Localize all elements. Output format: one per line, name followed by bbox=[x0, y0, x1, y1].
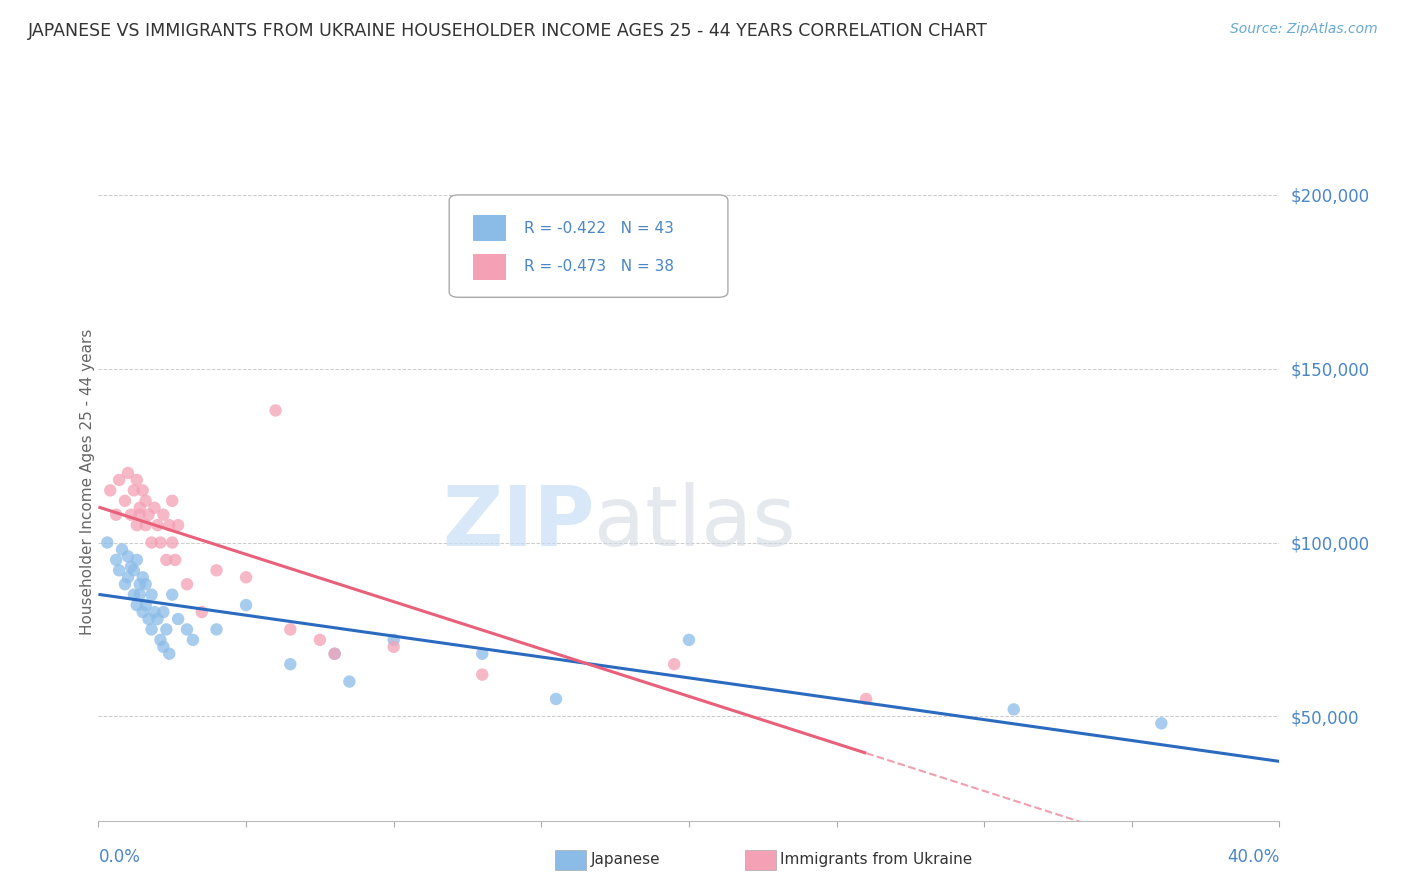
Point bbox=[855, 692, 877, 706]
Point bbox=[176, 577, 198, 591]
Text: 40.0%: 40.0% bbox=[1227, 848, 1279, 866]
Point bbox=[125, 553, 148, 567]
Text: R = -0.473   N = 38: R = -0.473 N = 38 bbox=[523, 260, 673, 274]
Point bbox=[149, 632, 172, 647]
Point bbox=[105, 508, 128, 522]
Point bbox=[108, 563, 131, 577]
Point bbox=[132, 605, 155, 619]
Point bbox=[143, 500, 166, 515]
Point bbox=[191, 605, 214, 619]
Point bbox=[96, 535, 118, 549]
Point bbox=[117, 570, 139, 584]
Point bbox=[132, 483, 155, 498]
Point bbox=[135, 493, 157, 508]
Text: Japanese: Japanese bbox=[591, 853, 661, 867]
Point bbox=[235, 570, 257, 584]
Text: JAPANESE VS IMMIGRANTS FROM UKRAINE HOUSEHOLDER INCOME AGES 25 - 44 YEARS CORREL: JAPANESE VS IMMIGRANTS FROM UKRAINE HOUS… bbox=[28, 22, 988, 40]
FancyBboxPatch shape bbox=[449, 195, 728, 297]
Bar bbox=[472, 215, 506, 241]
Point bbox=[128, 508, 150, 522]
Point bbox=[105, 553, 128, 567]
Point bbox=[1150, 716, 1173, 731]
Point bbox=[309, 632, 332, 647]
Point bbox=[278, 623, 302, 637]
Y-axis label: Householder Income Ages 25 - 44 years: Householder Income Ages 25 - 44 years bbox=[80, 328, 94, 635]
Point bbox=[125, 598, 148, 612]
Text: ZIP: ZIP bbox=[441, 482, 595, 563]
Point bbox=[128, 588, 150, 602]
Point bbox=[205, 623, 228, 637]
Point bbox=[155, 623, 177, 637]
Point bbox=[205, 563, 228, 577]
Point bbox=[125, 518, 148, 533]
Point bbox=[138, 508, 160, 522]
Text: Immigrants from Ukraine: Immigrants from Ukraine bbox=[780, 853, 973, 867]
Point bbox=[122, 588, 145, 602]
Point bbox=[678, 632, 700, 647]
Point bbox=[176, 623, 198, 637]
Point bbox=[162, 493, 183, 508]
Point bbox=[162, 588, 183, 602]
Point bbox=[138, 612, 160, 626]
Point bbox=[141, 588, 163, 602]
Text: 0.0%: 0.0% bbox=[98, 848, 141, 866]
Point bbox=[149, 535, 172, 549]
Point bbox=[382, 632, 405, 647]
Point bbox=[146, 612, 169, 626]
Point bbox=[264, 403, 287, 417]
Point bbox=[143, 605, 166, 619]
Point bbox=[128, 500, 150, 515]
Point bbox=[152, 508, 174, 522]
Text: R = -0.422   N = 43: R = -0.422 N = 43 bbox=[523, 220, 673, 235]
Text: Source: ZipAtlas.com: Source: ZipAtlas.com bbox=[1230, 22, 1378, 37]
Point bbox=[141, 535, 163, 549]
Point bbox=[111, 542, 134, 557]
Point bbox=[157, 518, 180, 533]
Point bbox=[152, 605, 174, 619]
Point bbox=[114, 493, 136, 508]
Bar bbox=[472, 254, 506, 280]
Point bbox=[125, 473, 148, 487]
Point bbox=[117, 549, 139, 564]
Point bbox=[152, 640, 174, 654]
Point bbox=[128, 577, 150, 591]
Point bbox=[664, 657, 686, 672]
Point bbox=[162, 535, 183, 549]
Text: atlas: atlas bbox=[595, 482, 796, 563]
Point bbox=[1002, 702, 1025, 716]
Point bbox=[141, 623, 163, 637]
Point bbox=[544, 692, 567, 706]
Point bbox=[98, 483, 121, 498]
Point bbox=[323, 647, 346, 661]
Point bbox=[157, 647, 180, 661]
Point bbox=[323, 647, 346, 661]
Point bbox=[117, 466, 139, 480]
Point bbox=[146, 518, 169, 533]
Point bbox=[135, 577, 157, 591]
Point bbox=[135, 598, 157, 612]
Point bbox=[165, 553, 187, 567]
Point bbox=[114, 577, 136, 591]
Point bbox=[108, 473, 131, 487]
Point bbox=[235, 598, 257, 612]
Point bbox=[120, 508, 142, 522]
Point bbox=[122, 563, 145, 577]
Point bbox=[471, 647, 494, 661]
Point bbox=[167, 612, 190, 626]
Point bbox=[337, 674, 360, 689]
Point bbox=[471, 667, 494, 681]
Point bbox=[120, 559, 142, 574]
Point bbox=[167, 518, 190, 533]
Point bbox=[181, 632, 204, 647]
Point bbox=[155, 553, 177, 567]
Point bbox=[135, 518, 157, 533]
Point bbox=[132, 570, 155, 584]
Point bbox=[382, 640, 405, 654]
Point bbox=[278, 657, 302, 672]
Point bbox=[122, 483, 145, 498]
